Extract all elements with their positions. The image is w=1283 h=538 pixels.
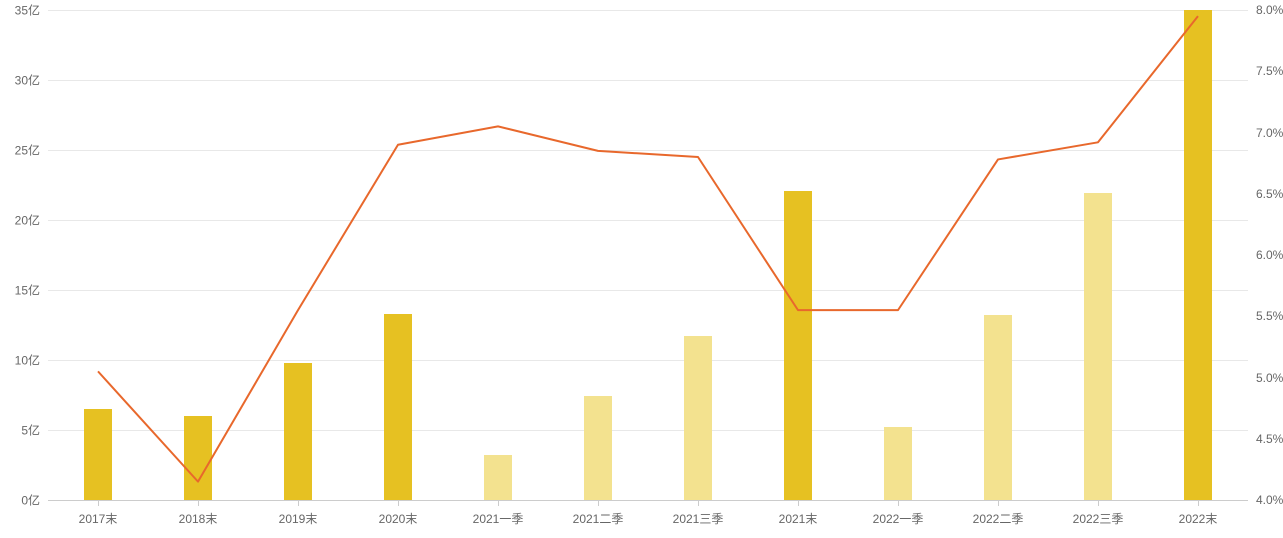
x-tick-label: 2017末 [79, 510, 118, 527]
y-right-tick-label: 4.5% [1256, 432, 1283, 446]
y-left-tick-label: 0亿 [21, 492, 40, 509]
x-tick [98, 500, 99, 506]
x-tick-label: 2022一季 [873, 510, 924, 527]
y-right-tick-label: 7.0% [1256, 126, 1283, 140]
gridline [48, 360, 1248, 361]
bar[interactable] [84, 409, 112, 500]
x-tick-label: 2021二季 [573, 510, 624, 527]
gridline [48, 80, 1248, 81]
bar[interactable] [184, 416, 212, 500]
x-tick [898, 500, 899, 506]
y-right-tick-label: 6.0% [1256, 248, 1283, 262]
bar[interactable] [484, 455, 512, 500]
y-right-tick-label: 5.5% [1256, 309, 1283, 323]
y-right-tick-label: 7.5% [1256, 64, 1283, 78]
x-tick [698, 500, 699, 506]
gridline [48, 150, 1248, 151]
x-axis-line [48, 500, 1248, 501]
combo-chart: 0亿 5亿 10亿 15亿 20亿 25亿 30亿 35亿 4.0% 4.5% 5.0% 5.5% 6.… [0, 0, 1283, 538]
x-tick-label: 2022二季 [973, 510, 1024, 527]
bar[interactable] [1084, 193, 1112, 500]
x-tick-label: 2022三季 [1073, 510, 1124, 527]
line-series [48, 10, 1248, 500]
x-tick-label: 2019末 [279, 510, 318, 527]
x-tick-label: 2021三季 [673, 510, 724, 527]
y-left-tick-label: 20亿 [15, 212, 40, 229]
y-right-tick-label: 6.5% [1256, 187, 1283, 201]
x-tick-label: 2021末 [779, 510, 818, 527]
x-tick [1198, 500, 1199, 506]
x-tick [798, 500, 799, 506]
x-tick-label: 2022末 [1179, 510, 1218, 527]
y-right-tick-label: 5.0% [1256, 371, 1283, 385]
x-tick [298, 500, 299, 506]
y-left-tick-label: 10亿 [15, 352, 40, 369]
y-left-tick-label: 15亿 [15, 282, 40, 299]
bar[interactable] [1184, 10, 1212, 500]
x-tick-label: 2020末 [379, 510, 418, 527]
x-tick-label: 2021一季 [473, 510, 524, 527]
gridline [48, 430, 1248, 431]
bar[interactable] [384, 314, 412, 500]
plot-area: 0亿5亿10亿15亿20亿25亿30亿35亿4.0%4.5%5.0%5.5%6.… [48, 10, 1248, 500]
x-tick [398, 500, 399, 506]
bar[interactable] [784, 191, 812, 500]
x-tick-label: 2018末 [179, 510, 218, 527]
gridline [48, 10, 1248, 11]
y-right-tick-label: 4.0% [1256, 493, 1283, 507]
gridline [48, 290, 1248, 291]
x-tick [198, 500, 199, 506]
line-path[interactable] [98, 16, 1198, 482]
bar[interactable] [284, 363, 312, 500]
x-tick [498, 500, 499, 506]
x-tick [998, 500, 999, 506]
y-left-tick-label: 35亿 [15, 2, 40, 19]
x-tick [598, 500, 599, 506]
bar[interactable] [684, 336, 712, 500]
bar[interactable] [884, 427, 912, 500]
bar[interactable] [984, 315, 1012, 500]
y-left-tick-label: 30亿 [15, 72, 40, 89]
x-tick [1098, 500, 1099, 506]
bar[interactable] [584, 396, 612, 500]
y-right-tick-label: 8.0% [1256, 3, 1283, 17]
gridline [48, 220, 1248, 221]
y-left-tick-label: 5亿 [21, 422, 40, 439]
y-left-tick-label: 25亿 [15, 142, 40, 159]
